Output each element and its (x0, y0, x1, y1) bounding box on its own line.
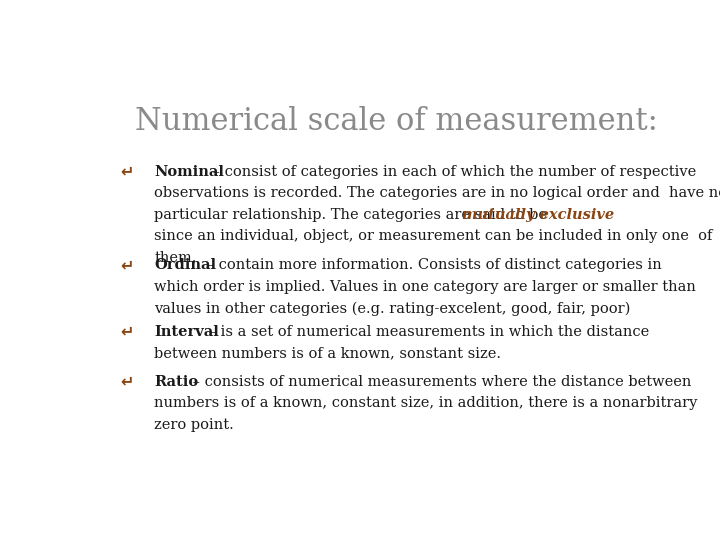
Text: particular relationship. The categories are said to be: particular relationship. The categories … (154, 208, 552, 222)
Text: Ratio: Ratio (154, 375, 198, 389)
Text: ↵: ↵ (121, 375, 134, 389)
Text: since an individual, object, or measurement can be included in only one  of: since an individual, object, or measurem… (154, 230, 713, 244)
Text: Nominal: Nominal (154, 165, 224, 179)
Text: – is a set of numerical measurements in which the distance: – is a set of numerical measurements in … (204, 325, 649, 339)
Text: them.: them. (154, 251, 197, 265)
Text: between numbers is of a known, sonstant size.: between numbers is of a known, sonstant … (154, 346, 501, 360)
Text: – consist of categories in each of which the number of respective: – consist of categories in each of which… (208, 165, 697, 179)
Text: which order is implied. Values in one category are larger or smaller than: which order is implied. Values in one ca… (154, 280, 696, 294)
Text: ↵: ↵ (121, 325, 134, 340)
FancyBboxPatch shape (84, 60, 654, 485)
Text: – contain more information. Consists of distinct categories in: – contain more information. Consists of … (202, 258, 662, 272)
Text: zero point.: zero point. (154, 418, 234, 432)
Text: Ordinal: Ordinal (154, 258, 216, 272)
Text: observations is recorded. The categories are in no logical order and  have no: observations is recorded. The categories… (154, 186, 720, 200)
Text: numbers is of a known, constant size, in addition, there is a nonarbitrary: numbers is of a known, constant size, in… (154, 396, 698, 410)
Text: Numerical scale of measurement:: Numerical scale of measurement: (135, 106, 657, 137)
Text: values in other categories (e.g. rating-excelent, good, fair, poor): values in other categories (e.g. rating-… (154, 301, 631, 316)
Text: Interval: Interval (154, 325, 219, 339)
Text: ↵: ↵ (121, 258, 134, 273)
Text: – consists of numerical measurements where the distance between: – consists of numerical measurements whe… (189, 375, 692, 389)
Text: ↵: ↵ (121, 165, 134, 180)
Text: mutually exclusive: mutually exclusive (462, 208, 614, 222)
